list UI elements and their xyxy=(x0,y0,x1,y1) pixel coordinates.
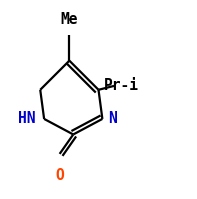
Text: N: N xyxy=(108,111,116,126)
Text: Pr-i: Pr-i xyxy=(104,78,139,93)
Text: HN: HN xyxy=(18,111,35,126)
Text: Me: Me xyxy=(61,12,78,27)
Text: O: O xyxy=(55,168,64,183)
